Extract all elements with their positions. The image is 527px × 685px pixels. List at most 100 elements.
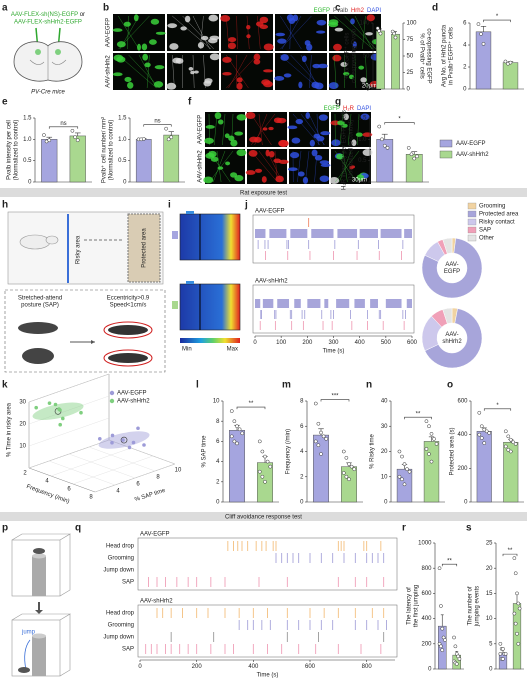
significance-label: **: [416, 411, 421, 417]
data-point: [437, 566, 442, 571]
event-interval: [307, 299, 321, 308]
process: [128, 54, 160, 89]
cell: [274, 76, 285, 81]
cell: [222, 56, 232, 63]
bar: [69, 135, 86, 183]
y-tick-label: 25: [486, 541, 493, 547]
cell: [236, 77, 243, 83]
cell: [253, 53, 261, 61]
row-name: Grooming: [108, 556, 134, 562]
significance-label: ns: [154, 119, 160, 125]
cell: [261, 176, 267, 183]
data-point: [378, 31, 383, 36]
significance-bracket: [502, 553, 518, 557]
cell: [290, 151, 300, 159]
data-point: [424, 419, 429, 424]
x-tick-label: 300: [328, 340, 339, 346]
channel-name: Hrh2: [351, 8, 365, 14]
data-point: [263, 454, 267, 459]
rat-fit: [108, 325, 148, 335]
panel-label: s: [466, 523, 472, 534]
process: [208, 150, 231, 183]
y-tick-label: 6: [300, 424, 304, 430]
panel-label: g: [335, 97, 341, 108]
axis-title: Avg No. of Hrh2 puncta: [442, 24, 448, 87]
data-point: [169, 135, 174, 140]
y-tick-label: 600: [421, 591, 432, 597]
cell: [188, 66, 194, 71]
y-tick-label: 0: [428, 667, 432, 673]
cell: [112, 28, 123, 32]
cylinder: [32, 636, 46, 676]
heatmap: [179, 213, 241, 261]
group-title: AAV-shHrh2: [140, 599, 173, 605]
y-tick-label: 10: [486, 616, 493, 622]
process: [231, 113, 234, 146]
donut-slice: [442, 307, 453, 325]
data-point: [316, 421, 321, 426]
legend-label: SAP: [479, 228, 491, 234]
data-point: [515, 591, 519, 596]
data-point: [141, 137, 146, 141]
group-title: AAV-EGFP: [255, 209, 285, 215]
y-tick-label: 4: [216, 459, 220, 465]
process: [246, 15, 250, 50]
axis-title: the first jumping: [414, 585, 420, 627]
x-tick-label: 400: [248, 664, 259, 670]
cell: [263, 69, 273, 73]
event-interval: [337, 229, 358, 238]
panel-label: e: [2, 97, 8, 108]
cell: [360, 77, 367, 83]
process: [297, 150, 302, 183]
x-tick-label: 2: [23, 471, 27, 477]
data-point: [508, 449, 513, 454]
event-interval: [354, 299, 365, 308]
cell: [298, 81, 303, 89]
rat-icon: [33, 548, 45, 554]
row-label: AAV-EGFP: [106, 18, 112, 48]
cell: [287, 125, 298, 130]
grid-line: [28, 395, 110, 425]
data-point: [392, 31, 396, 36]
cell: [309, 139, 315, 147]
x-tick-label: 200: [302, 340, 313, 346]
data-point: [344, 474, 349, 479]
data-point: [429, 459, 434, 464]
event-interval: [311, 229, 334, 238]
x-tick-label: 600: [407, 340, 418, 346]
significance-label: **: [508, 548, 513, 554]
data-point: [503, 652, 508, 656]
data-point: [313, 439, 318, 444]
cell: [273, 158, 282, 164]
axis-title: The number of: [468, 586, 474, 625]
cell: [208, 14, 219, 22]
data-point: [382, 143, 387, 148]
rat-head: [45, 235, 59, 245]
y-tick-label: 5: [489, 641, 493, 647]
data-point: [73, 135, 77, 140]
process: [290, 54, 322, 89]
data-point: [341, 449, 346, 454]
cylinder-top: [32, 553, 46, 559]
cell: [350, 165, 356, 169]
legend-swatch: [467, 218, 477, 226]
raster-frame: [252, 284, 415, 334]
panel-label: p: [2, 523, 8, 534]
cell: [351, 139, 357, 147]
row-name: Jump down: [103, 635, 134, 641]
grid-line: [68, 453, 136, 479]
cell: [224, 133, 230, 139]
cell: [343, 113, 349, 121]
process: [305, 150, 310, 183]
y-tick-label: 15: [486, 591, 493, 597]
y-tick-label: 6: [216, 439, 220, 445]
y-tick-label: 50: [363, 54, 370, 60]
legend-label: Other: [479, 236, 494, 242]
axis-title: H₂R intensity per EGFP⁺ cells: [341, 110, 348, 190]
event-interval: [269, 229, 287, 238]
cell: [280, 54, 289, 61]
panel-label: f: [188, 97, 192, 108]
x-tick-label: 600: [305, 664, 316, 670]
axis-line: [28, 467, 96, 493]
bar: [135, 139, 152, 183]
